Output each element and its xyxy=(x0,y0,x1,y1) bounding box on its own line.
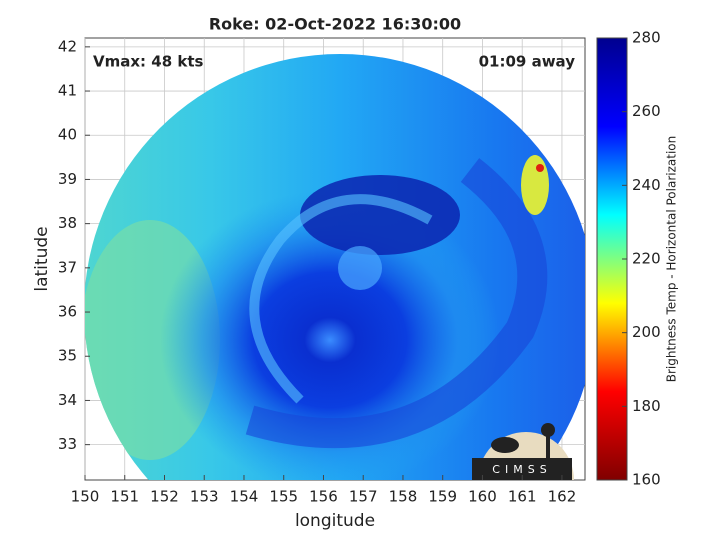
y-tick-label: 35 xyxy=(58,347,77,365)
colorbar-tick-label: 160 xyxy=(632,471,661,489)
colorbar-tick-label: 220 xyxy=(632,250,661,268)
colorbar-tick-label: 280 xyxy=(632,29,661,47)
colorbar-label: Brightness Temp - Horizontal Polarizatio… xyxy=(665,136,679,383)
colorbar-tick-label: 200 xyxy=(632,323,661,341)
x-tick-label: 152 xyxy=(150,488,179,506)
x-tick-label: 153 xyxy=(190,488,219,506)
y-tick-label: 41 xyxy=(58,82,77,100)
y-tick-label: 37 xyxy=(58,258,77,276)
x-tick-label: 154 xyxy=(230,488,259,506)
logo-text: CIMSS xyxy=(492,463,551,476)
x-tick-label: 158 xyxy=(389,488,418,506)
colorbar-tick-label: 180 xyxy=(632,397,661,415)
y-tick-label: 39 xyxy=(58,170,77,188)
x-axis-label: longitude xyxy=(295,511,375,531)
x-tick-label: 157 xyxy=(349,488,378,506)
x-tick-label: 162 xyxy=(548,488,577,506)
y-tick-label: 36 xyxy=(58,303,77,321)
colorbar-tick-label: 260 xyxy=(632,102,661,120)
y-tick-label: 34 xyxy=(58,391,77,409)
x-tick-label: 155 xyxy=(269,488,298,506)
satellite-image xyxy=(85,54,585,480)
y-tick-label: 38 xyxy=(58,214,77,232)
logo: CIMSS xyxy=(472,423,574,480)
x-tick-label: 156 xyxy=(309,488,338,506)
x-tick-label: 161 xyxy=(508,488,537,506)
x-tick-label: 159 xyxy=(428,488,457,506)
x-tick-label: 150 xyxy=(71,488,100,506)
y-tick-label: 40 xyxy=(58,126,77,144)
chart-title: Roke: 02-Oct-2022 16:30:00 xyxy=(209,15,461,34)
annotation: Vmax: 48 kts xyxy=(93,53,203,71)
annotation: 01:09 away xyxy=(479,53,576,71)
x-tick-label: 160 xyxy=(468,488,497,506)
colorbar-tick-label: 240 xyxy=(632,176,661,194)
y-tick-label: 33 xyxy=(58,435,77,453)
y-axis-label: latitude xyxy=(32,226,52,291)
y-tick-label: 42 xyxy=(58,37,77,55)
x-tick-label: 151 xyxy=(110,488,139,506)
